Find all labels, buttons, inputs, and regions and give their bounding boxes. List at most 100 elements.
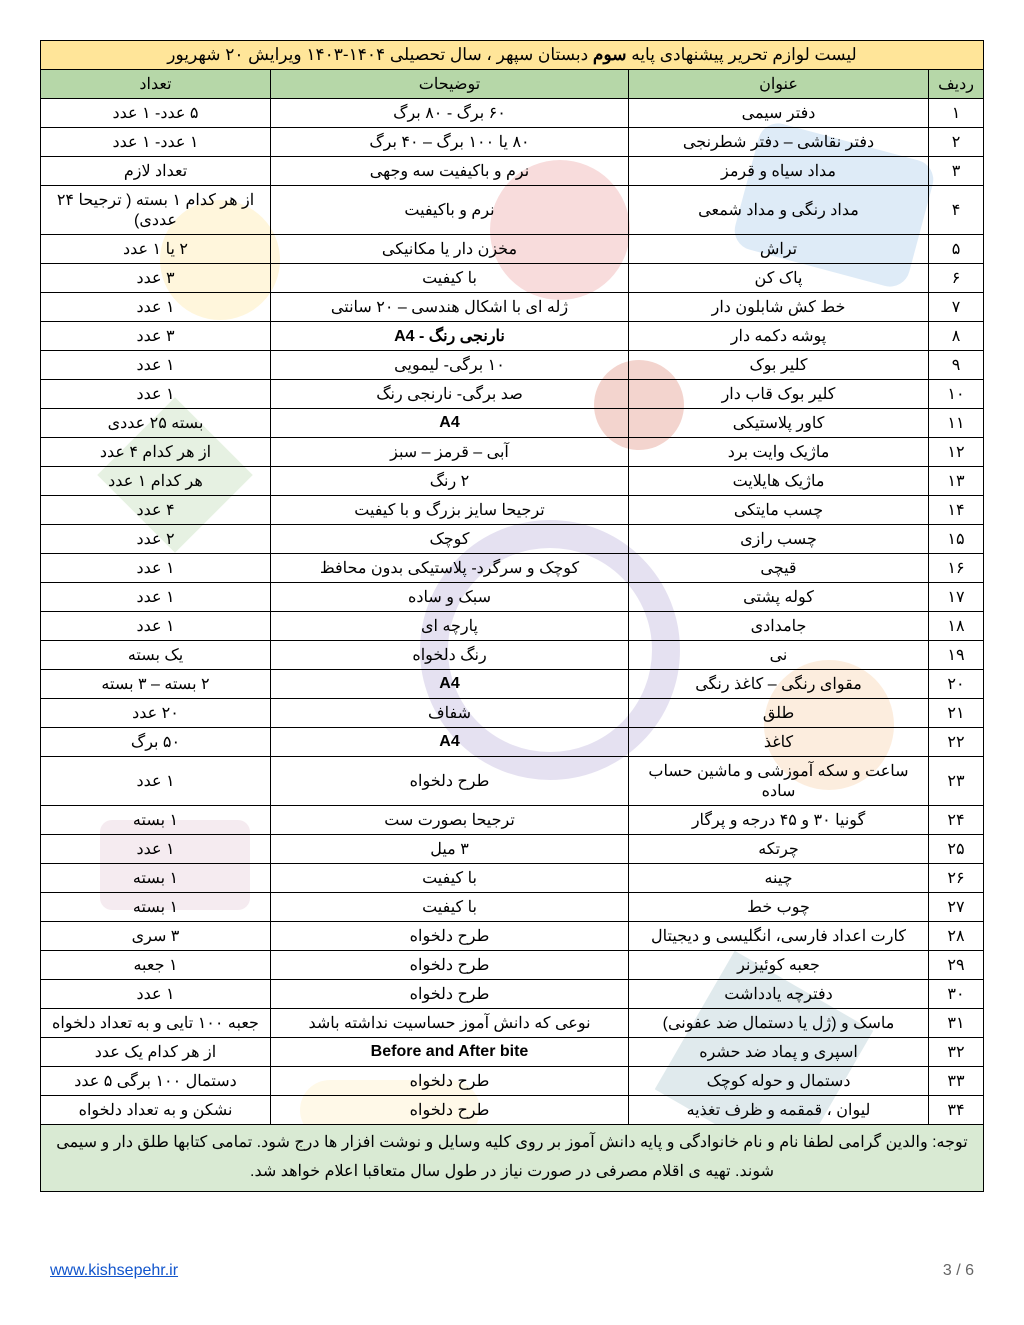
cell-desc: A4 - نارنجی رنگ [271, 322, 629, 351]
cell-desc: مخزن دار یا مکانیکی [271, 235, 629, 264]
table-row: ۴مداد رنگی و مداد شمعینرم و باکیفیتاز هر… [41, 186, 984, 235]
table-row: ۱۱کاور پلاستیکیA4بسته ۲۵ عددی [41, 409, 984, 438]
header-desc: توضیحات [271, 70, 629, 99]
cell-row-num: ۳۰ [929, 980, 984, 1009]
header-row-num: ردیف [929, 70, 984, 99]
cell-title: ماژیک وایت برد [629, 438, 929, 467]
cell-title: ساعت و سکه آموزشی و ماشین حساب ساده [629, 757, 929, 806]
table-row: ۲۹جعبه کوئیزنرطرح دلخواه۱ جعبه [41, 951, 984, 980]
cell-row-num: ۲۴ [929, 806, 984, 835]
cell-desc: شفاف [271, 699, 629, 728]
header-qty: تعداد [41, 70, 271, 99]
cell-row-num: ۳۴ [929, 1096, 984, 1125]
cell-title: تراش [629, 235, 929, 264]
cell-desc: نوعی که دانش آموز حساسیت نداشته باشد [271, 1009, 629, 1038]
table-row: ۲۵چرتکه۳ میل۱ عدد [41, 835, 984, 864]
cell-desc: طرح دلخواه [271, 1067, 629, 1096]
table-row: ۳۰دفترچه یادداشتطرح دلخواه۱ عدد [41, 980, 984, 1009]
cell-qty: ۱ عدد [41, 554, 271, 583]
cell-qty: ۲ عدد [41, 525, 271, 554]
cell-desc: نرم و باکیفیت [271, 186, 629, 235]
cell-desc: رنگ دلخواه [271, 641, 629, 670]
cell-row-num: ۱۴ [929, 496, 984, 525]
cell-row-num: ۱۱ [929, 409, 984, 438]
cell-qty: ۱ عدد [41, 380, 271, 409]
table-row: ۲۰مقوای رنگی – کاغذ رنگیA4۲ بسته – ۳ بست… [41, 670, 984, 699]
cell-qty: ۱ عدد [41, 835, 271, 864]
table-header-row: ردیف عنوان توضیحات تعداد [41, 70, 984, 99]
cell-qty: ۱ عدد [41, 351, 271, 380]
cell-row-num: ۷ [929, 293, 984, 322]
cell-title: نی [629, 641, 929, 670]
cell-title: اسپری و پماد ضد حشره [629, 1038, 929, 1067]
cell-title: چسب مایتکی [629, 496, 929, 525]
cell-row-num: ۹ [929, 351, 984, 380]
table-row: ۲۸کارت اعداد فارسی، انگلیسی و دیجیتالطرح… [41, 922, 984, 951]
cell-desc: طرح دلخواه [271, 980, 629, 1009]
table-row: ۲۴گونیا ۳۰ و ۴۵ درجه و پرگارترجیحا بصورت… [41, 806, 984, 835]
cell-qty: ۱ عدد- ۱ عدد [41, 128, 271, 157]
cell-desc: ۳ میل [271, 835, 629, 864]
cell-desc: Before and After bite [271, 1038, 629, 1067]
cell-title: چسب رازی [629, 525, 929, 554]
table-row: ۶پاک کنبا کیفیت۳ عدد [41, 264, 984, 293]
note-text: توجه: والدین گرامی لطفا نام و نام خانواد… [41, 1125, 984, 1192]
table-row: ۱۰کلیر بوک قاب دارصد برگی- نارنجی رنگ۱ ع… [41, 380, 984, 409]
cell-desc: سبک و ساده [271, 583, 629, 612]
cell-title: چوب خط [629, 893, 929, 922]
cell-row-num: ۸ [929, 322, 984, 351]
table-row: ۲دفتر نقاشی – دفتر شطرنجی۸۰ یا ۱۰۰ برگ –… [41, 128, 984, 157]
cell-qty: ۱ بسته [41, 893, 271, 922]
cell-title: قیچی [629, 554, 929, 583]
header-title: عنوان [629, 70, 929, 99]
cell-title: کلیر بوک قاب دار [629, 380, 929, 409]
page-number: 3 / 6 [943, 1262, 974, 1280]
cell-qty: نشکن و به تعداد دلخواه [41, 1096, 271, 1125]
cell-desc: طرح دلخواه [271, 951, 629, 980]
table-row: ۱۲ماژیک وایت بردآبی – قرمز – سبزاز هر کد… [41, 438, 984, 467]
table-row: ۱۷کوله پشتیسبک و ساده۱ عدد [41, 583, 984, 612]
cell-row-num: ۲۸ [929, 922, 984, 951]
cell-title: دفتر سیمی [629, 99, 929, 128]
cell-desc: ترجیحا بصورت ست [271, 806, 629, 835]
title-suffix: دبستان سپهر ، سال تحصیلی ۱۴۰۴-۱۴۰۳ ویرای… [167, 45, 593, 64]
cell-row-num: ۳۳ [929, 1067, 984, 1096]
table-row: ۷خط کش شابلون دارژله ای با اشکال هندسی –… [41, 293, 984, 322]
cell-row-num: ۵ [929, 235, 984, 264]
cell-row-num: ۲۰ [929, 670, 984, 699]
footer-link[interactable]: www.kishsepehr.ir [50, 1262, 178, 1280]
cell-desc: A4 [271, 409, 629, 438]
table-note-row: توجه: والدین گرامی لطفا نام و نام خانواد… [41, 1125, 984, 1192]
cell-qty: ۲ یا ۱ عدد [41, 235, 271, 264]
page-footer: www.kishsepehr.ir 3 / 6 [40, 1262, 984, 1280]
cell-title: مداد سیاه و قرمز [629, 157, 929, 186]
cell-desc: آبی – قرمز – سبز [271, 438, 629, 467]
cell-title: کارت اعداد فارسی، انگلیسی و دیجیتال [629, 922, 929, 951]
cell-desc: ۲ رنگ [271, 467, 629, 496]
cell-title: پاک کن [629, 264, 929, 293]
cell-row-num: ۳۲ [929, 1038, 984, 1067]
cell-desc: ژله ای با اشکال هندسی – ۲۰ سانتی [271, 293, 629, 322]
table-row: ۹کلیر بوک۱۰ برگی- لیمویی۱ عدد [41, 351, 984, 380]
cell-qty: ۱ عدد [41, 980, 271, 1009]
cell-desc: کوچک [271, 525, 629, 554]
cell-title: مقوای رنگی – کاغذ رنگی [629, 670, 929, 699]
cell-title: کلیر بوک [629, 351, 929, 380]
cell-qty: ۵ عدد- ۱ عدد [41, 99, 271, 128]
title-prefix: لیست لوازم تحریر پیشنهادی پایه [626, 45, 856, 64]
cell-qty: ۴ عدد [41, 496, 271, 525]
cell-qty: ۱ بسته [41, 806, 271, 835]
cell-qty: ۳ عدد [41, 322, 271, 351]
cell-row-num: ۲۹ [929, 951, 984, 980]
cell-row-num: ۲۶ [929, 864, 984, 893]
cell-row-num: ۲۱ [929, 699, 984, 728]
table-row: ۳۴لیوان ، قمقمه و ظرف تغذیهطرح دلخواهنشک… [41, 1096, 984, 1125]
cell-title: دستمال و حوله کوچک [629, 1067, 929, 1096]
cell-desc: با کیفیت [271, 864, 629, 893]
cell-row-num: ۲۲ [929, 728, 984, 757]
table-row: ۳۲اسپری و پماد ضد حشرهBefore and After b… [41, 1038, 984, 1067]
cell-row-num: ۲ [929, 128, 984, 157]
table-row: ۱۵چسب رازیکوچک۲ عدد [41, 525, 984, 554]
table-row: ۳مداد سیاه و قرمزنرم و باکیفیت سه وجهیتع… [41, 157, 984, 186]
cell-row-num: ۱۸ [929, 612, 984, 641]
